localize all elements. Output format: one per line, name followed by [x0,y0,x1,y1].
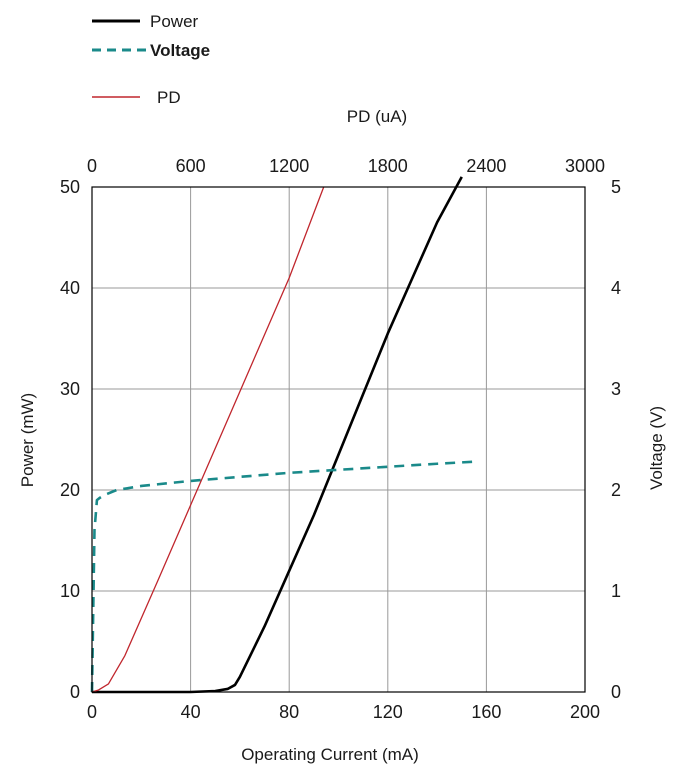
x-tick-label: 40 [181,702,201,722]
y-tick-label: 0 [70,682,80,702]
series-line-pd [91,186,325,693]
y2-axis-title: Voltage (V) [647,406,666,490]
y-tick-label: 30 [60,379,80,399]
y2-tick-label: 1 [611,581,621,601]
series-line-voltage [90,460,475,693]
x2-tick-label: 600 [176,156,206,176]
top-axis-title: PD (uA) [347,107,407,126]
y2-tick-label: 0 [611,682,621,702]
y2-tick-label: 4 [611,278,621,298]
y-axis-title: Power (mW) [18,393,37,487]
x-tick-label: 120 [373,702,403,722]
series-layer [90,176,475,694]
grid [92,187,585,692]
y2-tick-label: 2 [611,480,621,500]
x2-tick-label: 1200 [269,156,309,176]
x-tick-label: 80 [279,702,299,722]
x2-tick-label: 1800 [368,156,408,176]
legend: Power Voltage PD [92,12,210,107]
x-tick-label: 200 [570,702,600,722]
legend-power-label: Power [150,12,199,31]
x-axis-title: Operating Current (mA) [241,745,419,764]
x-tick-label: 0 [87,702,97,722]
x2-tick-label: 3000 [565,156,605,176]
series-line-power [92,176,463,694]
legend-pd-label: PD [157,88,181,107]
legend-voltage-label: Voltage [150,41,210,60]
y-tick-label: 50 [60,177,80,197]
y-tick-label: 20 [60,480,80,500]
x2-tick-label: 2400 [466,156,506,176]
y2-tick-label: 5 [611,177,621,197]
y2-tick-label: 3 [611,379,621,399]
y-tick-label: 40 [60,278,80,298]
y-tick-label: 10 [60,581,80,601]
plot-frame [91,186,586,693]
x2-tick-label: 0 [87,156,97,176]
x-tick-label: 160 [471,702,501,722]
